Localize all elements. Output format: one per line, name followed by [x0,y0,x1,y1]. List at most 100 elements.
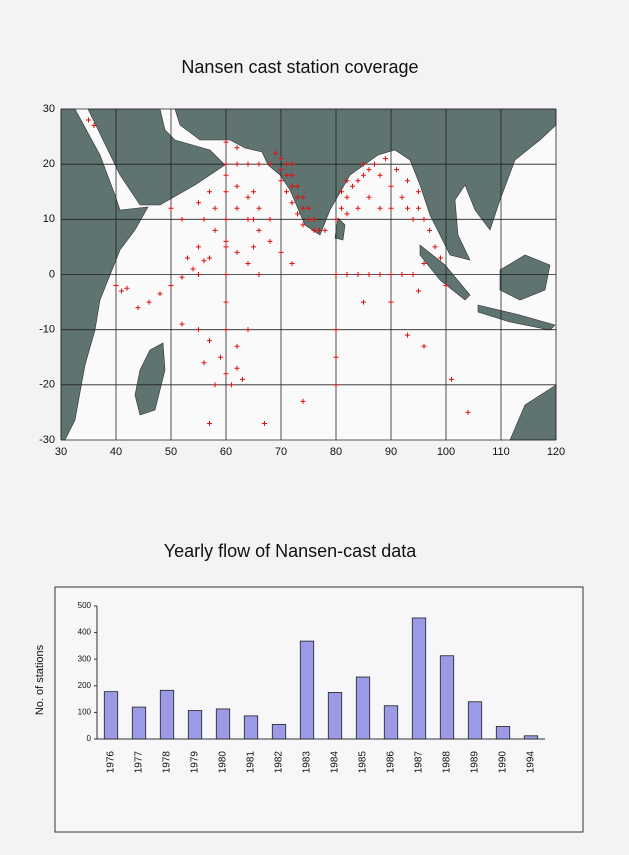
station-point [251,216,256,222]
station-point [366,167,372,173]
y-tick-label: -20 [39,379,55,391]
x-tick-label: 50 [165,446,177,458]
station-point [212,227,218,233]
x-tick-label: 1976 [106,751,117,774]
station-point [245,216,251,222]
station-point [119,288,124,294]
bar [411,617,427,740]
station-point [135,305,141,311]
station-point [416,189,421,195]
bar [299,640,315,740]
x-tick-label: 1994 [526,751,537,774]
station-point [234,343,240,349]
bar [215,708,231,740]
station-point [416,205,421,211]
station-point [267,238,273,244]
station-point [421,343,427,349]
station-point [86,117,91,123]
station-point [394,167,399,173]
station-point [201,216,207,222]
station-point [179,274,185,280]
station-point [234,145,240,151]
station-point [361,161,366,167]
station-point [449,376,454,382]
y-tick-label: 30 [43,103,55,115]
station-point [185,255,190,261]
station-point [91,123,97,129]
station-point [350,183,355,189]
station-point [300,194,306,200]
station-point [223,327,229,333]
bar [187,710,203,740]
station-point [300,205,306,211]
station-point [223,216,229,222]
station-point [410,216,416,222]
station-point [295,183,300,189]
station-point [361,172,366,178]
station-point [333,354,339,360]
station-point [399,272,405,277]
bar [495,726,511,740]
station-point [344,194,350,200]
station-point [113,283,119,289]
station-point [289,260,295,266]
station-point [179,321,185,327]
station-point [179,216,185,222]
station-point [256,227,262,233]
station-point [234,249,240,255]
station-point [278,178,284,184]
station-point [366,272,372,277]
y-tick-label: 300 [78,654,92,663]
station-point [399,194,405,200]
bar [103,691,119,740]
station-point [218,354,223,360]
station-point [284,189,289,195]
station-point [372,161,377,167]
station-point [207,189,212,195]
x-tick-label: 1983 [302,751,313,774]
station-point [289,161,295,167]
station-point [245,194,251,200]
station-point [405,205,410,211]
station-point [223,172,229,178]
station-point [289,183,295,189]
station-point [388,205,394,211]
x-tick-label: 1990 [498,751,509,774]
station-point [124,285,130,291]
x-tick-label: 1987 [414,751,425,774]
chart-title: Yearly flow of Nansen-cast data [164,541,417,561]
station-point [256,161,262,167]
station-point [223,244,229,250]
bar [523,735,539,740]
station-point [333,216,339,222]
x-tick-label: 80 [330,446,342,458]
station-point [416,288,421,294]
station-point [267,216,273,222]
station-point [245,161,251,167]
station-point [212,382,218,388]
y-tick-label: 10 [43,213,55,225]
x-tick-label: 60 [220,446,232,458]
station-point [333,327,339,333]
station-point [366,194,372,200]
x-tick-label: 1981 [246,751,257,774]
bar [131,706,147,740]
station-point [377,172,383,178]
station-point [168,283,174,289]
bar [383,705,399,740]
station-point [388,299,394,305]
station-point [196,244,201,250]
station-point [443,283,449,289]
station-point [223,299,229,305]
x-tick-label: 90 [385,446,397,458]
station-point [377,272,383,277]
station-point [273,150,278,156]
y-tick-label: 20 [43,158,55,170]
station-point [234,161,240,167]
station-point [223,161,229,167]
station-point [229,382,234,388]
station-point [300,398,306,404]
station-point [251,244,256,250]
station-point [234,205,240,211]
